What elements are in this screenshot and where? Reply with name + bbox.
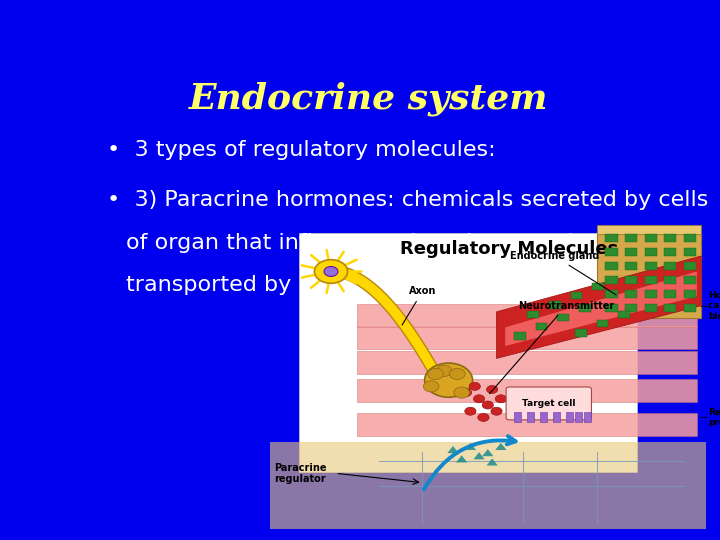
Bar [606,234,618,242]
Bar [606,276,618,284]
FancyBboxPatch shape [300,233,637,472]
Bar [644,290,657,298]
Bar [684,262,696,270]
Text: Endocrine gland: Endocrine gland [510,251,616,295]
Bar [597,320,608,327]
Bar [625,262,637,270]
Bar [665,304,676,312]
Bar [580,305,591,312]
Bar [618,310,630,318]
Bar [570,292,582,299]
Bar [625,276,637,284]
Bar [625,304,637,312]
Bar [514,332,526,340]
Bar [566,412,573,422]
Circle shape [460,389,472,396]
Bar [665,248,676,256]
Bar [527,310,539,318]
Circle shape [449,368,465,380]
Bar [553,412,560,422]
Text: •  3) Paracrine hormones: chemicals secreted by cells: • 3) Paracrine hormones: chemicals secre… [107,190,708,210]
Bar [557,314,570,321]
Bar [644,304,657,312]
Circle shape [464,407,476,415]
Circle shape [428,368,444,380]
Text: Hormone
carried by
blood: Hormone carried by blood [708,291,720,321]
Bar [584,412,590,422]
Polygon shape [487,458,498,465]
Bar [606,248,618,256]
Bar [644,276,657,284]
Bar [606,262,618,270]
Circle shape [495,395,507,403]
Bar [684,304,696,312]
Bar [575,412,582,422]
Bar [606,290,618,298]
Bar [665,234,676,242]
Circle shape [436,365,452,376]
Polygon shape [357,413,697,436]
Text: Regulatory Molecules: Regulatory Molecules [400,240,618,259]
Circle shape [315,260,348,284]
Circle shape [423,381,439,392]
Bar [684,290,696,298]
Circle shape [324,267,338,276]
Bar [549,301,561,309]
Circle shape [478,414,489,421]
Polygon shape [447,446,459,453]
Polygon shape [357,379,697,402]
Circle shape [425,363,472,397]
Bar [593,282,604,290]
Text: Receptor
proteins: Receptor proteins [708,408,720,427]
Circle shape [469,382,480,390]
Text: •  3 types of regulatory molecules:: • 3 types of regulatory molecules: [107,140,495,160]
Bar [644,248,657,256]
Polygon shape [270,442,706,529]
Circle shape [487,386,498,394]
Polygon shape [474,452,485,460]
Polygon shape [456,455,467,462]
Bar [644,262,657,270]
Text: Paracrine
regulator: Paracrine regulator [274,462,327,484]
Polygon shape [497,256,701,359]
Polygon shape [505,272,697,346]
Bar [625,290,637,298]
Text: Endocrine system: Endocrine system [189,82,549,116]
Bar [527,412,534,422]
Circle shape [482,401,493,409]
Bar [540,412,547,422]
Bar [665,262,676,270]
Polygon shape [482,449,493,456]
Polygon shape [597,234,701,318]
Circle shape [474,395,485,403]
Polygon shape [357,350,697,374]
Bar [575,329,587,337]
Bar [514,412,521,422]
Bar [644,234,657,242]
Bar [684,234,696,242]
Text: Target cell: Target cell [522,399,575,408]
Bar [536,323,547,330]
Text: transported by blood): transported by blood) [126,275,369,295]
Polygon shape [495,443,507,450]
FancyBboxPatch shape [506,387,591,420]
Bar [606,304,618,312]
Polygon shape [464,443,476,450]
Text: Axon: Axon [402,286,436,325]
Polygon shape [357,326,697,349]
Text: Neurotransmitter: Neurotransmitter [490,301,615,394]
Bar [665,276,676,284]
Bar [625,234,637,242]
Bar [665,290,676,298]
Bar [625,248,637,256]
Circle shape [491,407,502,415]
Polygon shape [597,225,701,234]
Bar [684,248,696,256]
Polygon shape [357,304,697,327]
Text: of organ that influence others in organ (not: of organ that influence others in organ … [126,233,611,253]
Bar [684,276,696,284]
Circle shape [454,387,469,398]
